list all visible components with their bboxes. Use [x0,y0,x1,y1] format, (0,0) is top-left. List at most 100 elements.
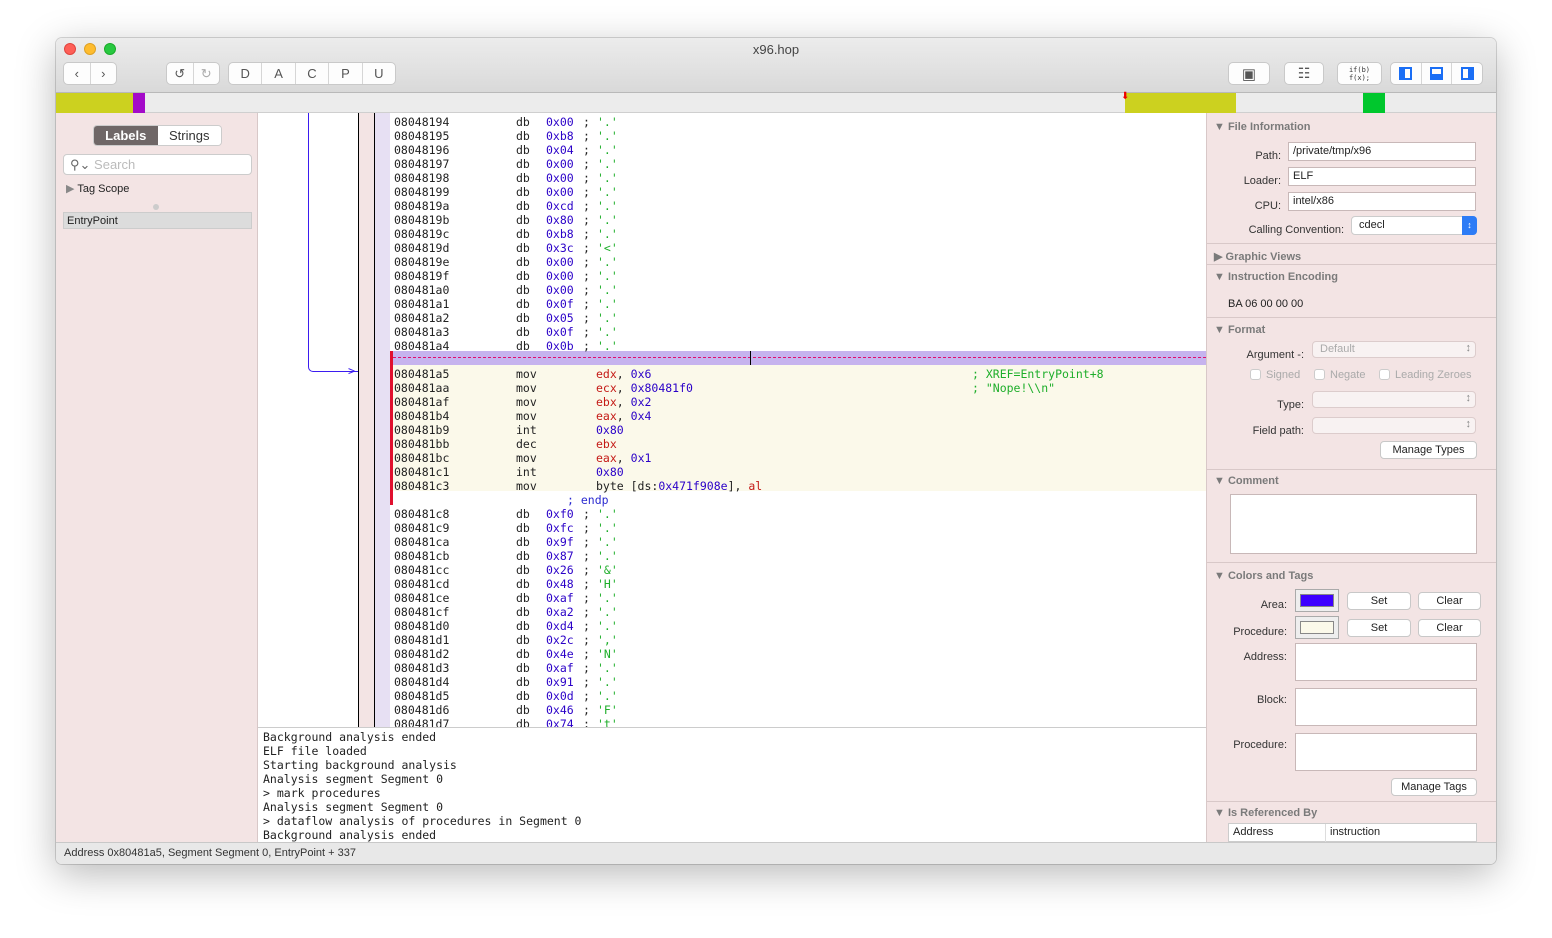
disassembly-view[interactable]: > 08048194 db 0x00; '.' 08048195 db 0xb8; '.' 08… [258,113,1206,727]
data-row[interactable]: 08048197 db 0x00; '.' [390,157,1206,171]
split-handle[interactable] [153,204,159,210]
address-tags-field[interactable] [1295,643,1477,681]
area-clear-button[interactable]: Clear [1418,592,1481,610]
data-row[interactable]: 080481a1 db 0x0f; '.' [390,297,1206,311]
references-table[interactable]: Address instruction [1228,823,1477,842]
cpu-field[interactable]: intel/x86 [1288,192,1476,211]
instruction-row[interactable]: 080481b4 mov eax, 0x4 [390,409,1206,423]
undo-icon[interactable]: ↺ [167,63,194,84]
forward-icon[interactable]: › [101,66,106,81]
instruction-row[interactable]: 080481c1 int 0x80 [390,465,1206,479]
column-header-address[interactable]: Address [1233,826,1274,838]
type-select[interactable]: ↕ [1312,391,1476,408]
instruction-row[interactable]: 080481c3 mov byte [ds:0x471f908e], al [390,479,1206,493]
data-row[interactable]: 080481c8 db 0xf0; '.' [390,507,1206,521]
tab-strings[interactable]: Strings [157,126,221,145]
data-row[interactable]: 0804819c db 0xb8; '.' [390,227,1206,241]
data-row[interactable]: 08048194 db 0x00; '.' [390,115,1206,129]
loader-field[interactable]: ELF [1288,167,1476,186]
path-field[interactable]: /private/tmp/x96 [1288,142,1476,161]
procedure-set-button[interactable]: Set [1347,619,1411,637]
data-row[interactable]: 0804819d db 0x3c; '<' [390,241,1206,255]
zoom-window-button[interactable] [104,43,116,55]
left-panel-icon[interactable] [1391,63,1422,84]
mode-d-button[interactable]: D [229,63,263,84]
section-format[interactable]: ▼ Format [1214,324,1266,336]
signed-checkbox[interactable]: Signed [1250,369,1300,381]
back-icon[interactable]: ‹ [64,63,91,84]
column-header-instruction[interactable]: instruction [1330,826,1381,838]
redo-icon[interactable]: ↻ [200,65,212,81]
data-row[interactable]: 080481a0 db 0x00; '.' [390,283,1206,297]
section-colors-and-tags[interactable]: ▼ Colors and Tags [1214,570,1314,582]
data-row[interactable]: 080481d6 db 0x46; 'F' [390,703,1206,717]
data-row[interactable]: 08048196 db 0x04; '.' [390,143,1206,157]
search-input[interactable]: ⚲⌄ Search [63,154,252,175]
section-instruction-encoding[interactable]: ▼ Instruction Encoding [1214,271,1338,283]
data-row[interactable]: 080481d5 db 0x0d; '.' [390,689,1206,703]
section-graphic-views[interactable]: ▶ Graphic Views [1214,251,1302,263]
data-row[interactable]: 080481d2 db 0x4e; 'N' [390,647,1206,661]
data-row[interactable]: 080481d7 db 0x74; 't' [390,717,1206,727]
section-file-information[interactable]: ▼ File Information [1214,121,1311,133]
procedure-clear-button[interactable]: Clear [1418,619,1481,637]
instruction-row[interactable]: 080481b9 int 0x80 [390,423,1206,437]
close-window-button[interactable] [64,43,76,55]
data-row[interactable]: 080481a2 db 0x05; '.' [390,311,1206,325]
data-row[interactable]: 080481cf db 0xa2; '.' [390,605,1206,619]
data-row[interactable]: 0804819e db 0x00; '.' [390,255,1206,269]
instruction-row[interactable]: 080481aa mov ecx, 0x80481f0 ; "Nope!\\n" [390,381,1206,395]
data-row[interactable]: 080481cc db 0x26; '&' [390,563,1206,577]
cpu-icon[interactable]: ▣ [1228,62,1270,85]
graph-view-icon[interactable]: ☷ [1284,62,1324,85]
manage-tags-button[interactable]: Manage Tags [1391,778,1477,796]
data-row[interactable]: 080481cb db 0x87; '.' [390,549,1206,563]
mode-a-button[interactable]: A [262,63,296,84]
procedure-tags-field[interactable] [1295,733,1477,771]
data-row[interactable]: 080481ca db 0x9f; '.' [390,535,1206,549]
instruction-row[interactable]: 080481bb dec ebx [390,437,1206,451]
area-color-well[interactable] [1295,589,1339,612]
procedure-color-well[interactable] [1295,616,1339,639]
label-item-entrypoint[interactable]: EntryPoint [63,212,252,229]
comment-field[interactable] [1230,494,1477,554]
data-row[interactable]: 08048199 db 0x00; '.' [390,185,1206,199]
calling-convention-select[interactable]: cdecl ↕ [1351,216,1477,235]
instruction-row[interactable]: 080481bc mov eax, 0x1 [390,451,1206,465]
data-row[interactable]: 08048195 db 0xb8; '.' [390,129,1206,143]
area-set-button[interactable]: Set [1347,592,1411,610]
mode-p-button[interactable]: P [329,63,363,84]
instruction-row[interactable]: 080481a5 mov edx, 0x6 ; XREF=EntryPoint+8 [390,367,1206,381]
pseudo-code-icon[interactable]: if(b) f(x); [1337,62,1382,85]
data-row[interactable]: 080481d1 db 0x2c; ',' [390,633,1206,647]
data-row[interactable]: 0804819f db 0x00; '.' [390,269,1206,283]
section-comment[interactable]: ▼ Comment [1214,475,1279,487]
block-tags-field[interactable] [1295,688,1477,726]
data-row[interactable]: 080481cd db 0x48; 'H' [390,577,1206,591]
manage-types-button[interactable]: Manage Types [1380,441,1477,459]
data-row[interactable]: 080481c9 db 0xfc; '.' [390,521,1206,535]
minimize-window-button[interactable] [84,43,96,55]
data-row[interactable]: 08048198 db 0x00; '.' [390,171,1206,185]
mode-u-button[interactable]: U [374,66,384,81]
mode-c-button[interactable]: C [296,63,330,84]
tab-labels[interactable]: Labels [94,126,158,145]
data-row[interactable]: 080481d4 db 0x91; '.' [390,675,1206,689]
data-row[interactable]: 080481d0 db 0xd4; '.' [390,619,1206,633]
bottom-panel-icon[interactable] [1422,63,1453,84]
data-row[interactable]: 080481a3 db 0x0f; '.' [390,325,1206,339]
instruction-row[interactable]: 080481af mov ebx, 0x2 [390,395,1206,409]
data-row[interactable]: 0804819b db 0x80; '.' [390,213,1206,227]
negate-checkbox[interactable]: Negate [1314,369,1365,381]
segment-navigation-bar[interactable]: ⬇ [56,91,1496,113]
tag-scope-toggle[interactable]: ▶ Tag Scope [66,182,129,195]
argument-select[interactable]: Default ↕ [1312,341,1476,358]
field-path-select[interactable]: ↕ [1312,417,1476,434]
data-row[interactable]: 0804819a db 0xcd; '.' [390,199,1206,213]
right-panel-icon[interactable] [1452,63,1482,84]
data-row[interactable]: 080481d3 db 0xaf; '.' [390,661,1206,675]
data-row[interactable]: 080481a4 db 0x0b; '.' [390,339,1206,353]
data-row[interactable]: 080481ce db 0xaf; '.' [390,591,1206,605]
leading-zeroes-checkbox[interactable]: Leading Zeroes [1379,369,1471,381]
section-is-referenced-by[interactable]: ▼ Is Referenced By [1214,807,1318,819]
